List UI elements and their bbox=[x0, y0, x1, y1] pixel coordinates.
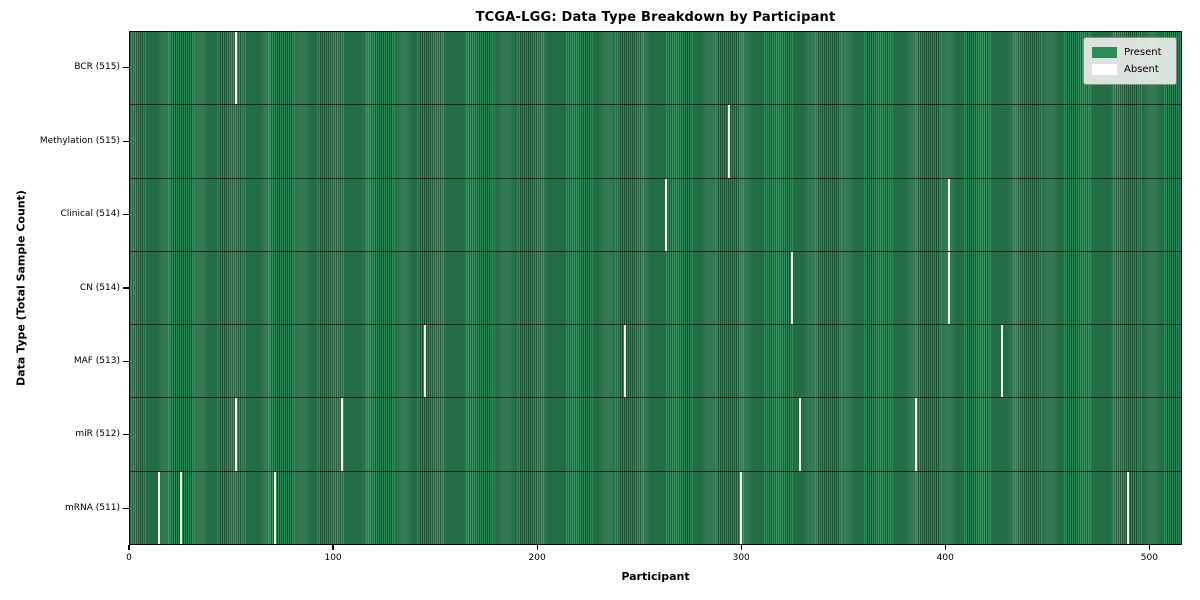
absent-line bbox=[1127, 471, 1130, 544]
absent-line bbox=[915, 398, 918, 471]
x-tick-label: 300 bbox=[732, 553, 750, 563]
row-band-Clinical bbox=[130, 178, 1181, 252]
x-tick-mark bbox=[128, 545, 130, 550]
chart-title: TCGA-LGG: Data Type Breakdown by Partici… bbox=[475, 10, 836, 25]
y-tick-label: Clinical (514) bbox=[60, 209, 120, 220]
x-tick-mark bbox=[332, 545, 334, 550]
row-band-MAF bbox=[130, 325, 1181, 399]
x-tick-mark bbox=[740, 545, 742, 550]
absent-line bbox=[947, 251, 950, 325]
legend: Present Absent bbox=[1083, 37, 1177, 85]
row-band-miR bbox=[130, 398, 1181, 472]
y-tick-mark bbox=[123, 507, 129, 509]
absent-line bbox=[947, 178, 950, 251]
legend-item-present: Present bbox=[1092, 44, 1168, 61]
y-tick-mark bbox=[123, 434, 129, 436]
absent-line bbox=[157, 471, 160, 544]
x-tick-mark bbox=[944, 545, 946, 550]
legend-label-present: Present bbox=[1124, 47, 1162, 58]
absent-line bbox=[727, 105, 730, 178]
plot-area bbox=[129, 31, 1182, 545]
legend-swatch-absent-icon bbox=[1092, 64, 1117, 75]
x-tick-label: 500 bbox=[1140, 553, 1158, 563]
absent-line bbox=[340, 398, 343, 471]
legend-label-absent: Absent bbox=[1124, 64, 1159, 75]
y-tick-mark bbox=[123, 360, 129, 363]
absent-line bbox=[623, 325, 627, 398]
y-tick-label: mRNA (511) bbox=[65, 502, 120, 513]
row-band-Methylation bbox=[130, 105, 1181, 179]
x-tick-label: 0 bbox=[126, 553, 132, 563]
row-band-mRNA bbox=[130, 471, 1181, 544]
absent-line bbox=[664, 178, 667, 251]
legend-swatch-present-icon bbox=[1092, 47, 1117, 58]
x-tick-mark bbox=[536, 545, 538, 550]
x-tick-label: 100 bbox=[324, 553, 342, 563]
y-tick-label: MAF (513) bbox=[73, 355, 120, 366]
absent-line bbox=[424, 325, 427, 398]
x-tick-label: 400 bbox=[936, 553, 954, 563]
x-tick-mark bbox=[1148, 545, 1150, 550]
y-tick-label: BCR (515) bbox=[74, 62, 120, 73]
y-tick-mark bbox=[123, 140, 129, 142]
absent-line bbox=[234, 398, 237, 471]
absent-line bbox=[799, 398, 802, 471]
x-axis-label: Participant bbox=[621, 570, 690, 583]
absent-line bbox=[234, 32, 237, 105]
legend-item-absent: Absent bbox=[1092, 61, 1168, 78]
absent-line bbox=[1000, 325, 1003, 398]
y-tick-label: miR (512) bbox=[75, 429, 120, 440]
y-tick-mark bbox=[123, 287, 129, 289]
row-band-CN bbox=[130, 251, 1181, 326]
absent-line bbox=[179, 471, 182, 544]
absent-line bbox=[273, 471, 276, 544]
absent-line bbox=[740, 471, 743, 544]
absent-line bbox=[790, 251, 794, 325]
x-tick-label: 200 bbox=[528, 553, 546, 563]
y-tick-mark bbox=[123, 67, 129, 69]
y-tick-mark bbox=[123, 213, 129, 216]
y-tick-label: CN (514) bbox=[79, 282, 120, 293]
y-tick-label: Methylation (515) bbox=[39, 135, 120, 146]
row-band-BCR bbox=[130, 32, 1181, 106]
